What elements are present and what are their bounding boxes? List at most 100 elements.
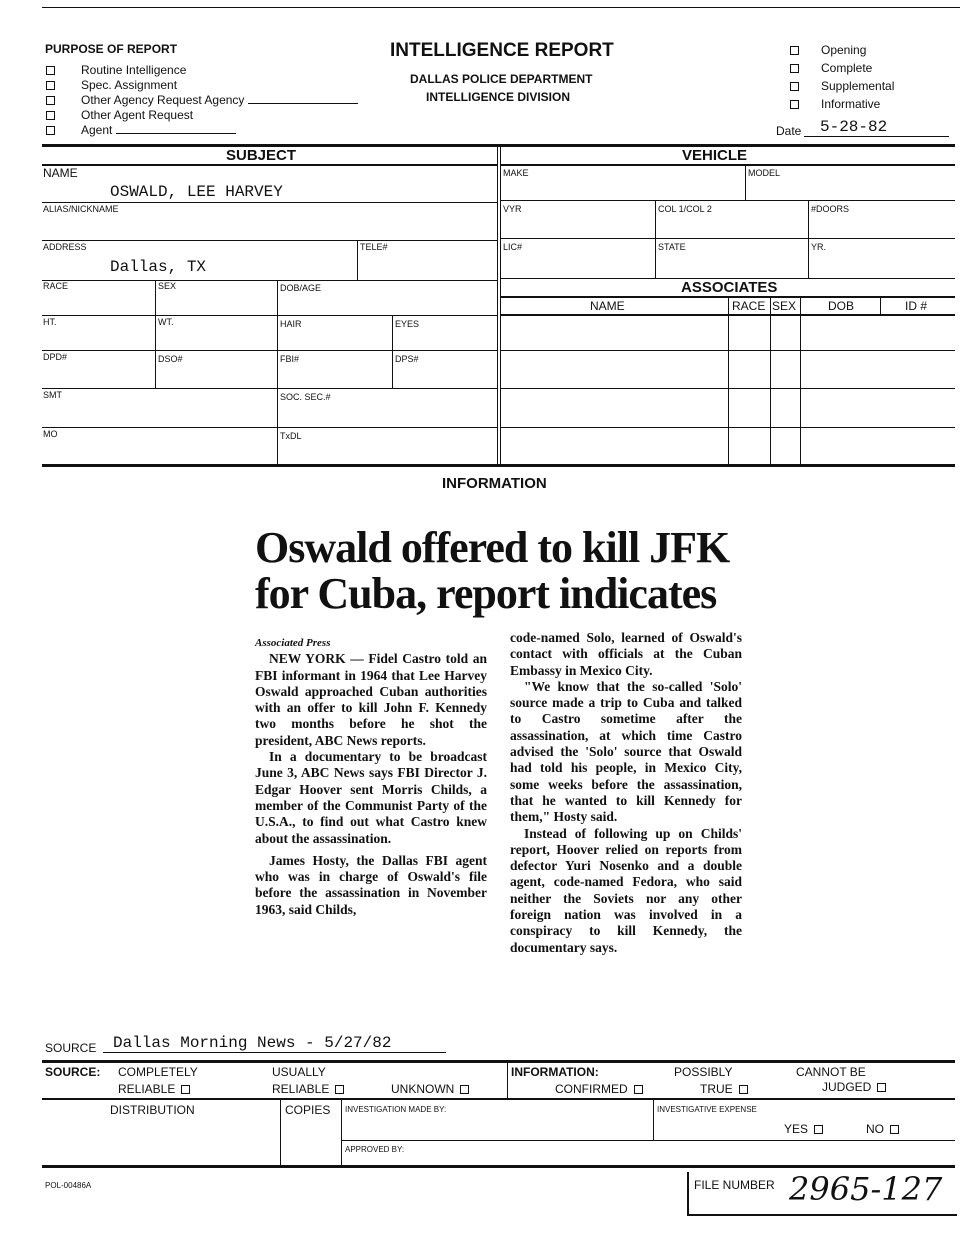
newspaper-clipping: Oswald offered to kill JFK for Cuba, rep… [255,525,745,970]
checkbox[interactable] [790,100,799,110]
article-column-1: Associated Press NEW YORK — Fidel Castro… [255,635,487,918]
checkbox[interactable] [890,1125,899,1135]
status-complete[interactable]: Complete [784,59,894,77]
checkbox[interactable] [46,81,55,91]
checkbox[interactable] [790,64,799,74]
vehicle-heading: VEHICLE [682,147,748,164]
lic-label: LIC# [503,242,523,252]
doors-label: #DOORS [811,204,850,214]
information-label: INFORMATION: [511,1065,599,1079]
assoc-col-race: RACE [732,299,766,313]
cannot-be-label: CANNOT BE [796,1065,866,1079]
model-label: MODEL [748,168,781,178]
source-label: SOURCE [45,1041,97,1055]
investigative-expense-label: INVESTIGATIVE EXPENSE [657,1105,757,1114]
associates-heading: ASSOCIATES [681,279,778,296]
mo-label: MO [43,429,58,439]
assoc-col-sex: SEX [772,299,797,313]
reliable-usually[interactable]: RELIABLE [272,1082,350,1096]
department: DALLAS POLICE DEPARTMENT [410,72,593,86]
judged-option[interactable]: JUDGED [822,1080,892,1094]
tele-label: TELE# [360,242,388,252]
checkbox[interactable] [877,1083,887,1093]
dps-label: DPS# [395,354,419,364]
article-headline: Oswald offered to kill JFK for Cuba, rep… [255,523,730,618]
paragraph: "We know that the so-called 'Solo' sourc… [510,678,742,825]
footer-source-label: SOURCE: [45,1065,101,1079]
division: INTELLIGENCE DIVISION [426,90,571,104]
paragraph: In a documentary to be broadcast June 3,… [255,749,487,846]
distribution-label: DISTRIBUTION [110,1103,195,1117]
status-opening[interactable]: Opening [784,41,894,59]
dso-label: DSO# [158,354,183,364]
file-number-box: FILE NUMBER 2965-127 [687,1170,957,1216]
purpose-title: PURPOSE OF REPORT [45,42,178,56]
reliable-completely[interactable]: RELIABLE [118,1082,196,1096]
purpose-agent[interactable]: Agent [40,123,358,138]
checkbox[interactable] [46,111,55,121]
file-number-label: FILE NUMBER [694,1178,775,1192]
soc-label: SOC. SEC.# [280,392,331,402]
ht-label: HT. [43,317,57,327]
assoc-col-dob: DOB [828,299,855,313]
fbi-label: FBI# [280,354,300,364]
source-field[interactable]: Dallas Morning News - 5/27/82 [103,1034,446,1053]
purpose-other-agency[interactable]: Other Agency Request Agency [40,93,359,108]
form-number: POL-00486A [45,1181,92,1190]
investigation-made-by-label: INVESTIGATION MADE BY: [345,1105,447,1114]
checkbox[interactable] [46,66,55,76]
paragraph: James Hosty, the Dallas FBI agent who wa… [255,852,487,917]
paragraph: Instead of following up on Childs' repor… [510,825,742,955]
status-options: Opening Complete Supplemental Informativ… [784,41,894,113]
paragraph: code-named Solo, learned of Oswald's con… [510,630,742,678]
usually-label: USUALLY [272,1065,326,1079]
confirmed-option[interactable]: CONFIRMED [555,1082,649,1096]
dob-label: DOB/AGE [280,283,322,293]
alias-label: ALIAS/NICKNAME [43,204,119,214]
expense-yes[interactable]: YES [784,1122,829,1136]
purpose-spec[interactable]: Spec. Assignment [40,78,358,93]
file-number-value[interactable]: 2965-127 [789,1170,943,1208]
txdl-label: TxDL [280,431,302,441]
date-label: Date [776,124,802,138]
purpose-routine[interactable]: Routine Intelligence [40,63,358,78]
make-label: MAKE [503,168,529,178]
true-option[interactable]: TRUE [700,1082,754,1096]
dpd-label: DPD# [43,352,68,362]
name-field[interactable]: OSWALD, LEE HARVEY [110,183,283,201]
checkbox[interactable] [790,82,799,92]
top-rule [42,7,960,8]
yr-label: YR. [811,242,827,252]
unknown-option[interactable]: UNKNOWN [391,1082,475,1096]
status-supplemental[interactable]: Supplemental [784,77,894,95]
address-field[interactable]: Dallas, TX [110,258,207,276]
expense-no[interactable]: NO [866,1122,905,1136]
sex-label: SEX [158,281,177,291]
completely-label: COMPLETELY [118,1065,198,1079]
checkbox[interactable] [790,46,799,56]
status-informative[interactable]: Informative [784,95,894,113]
checkbox[interactable] [46,96,55,106]
information-heading: INFORMATION [442,475,547,492]
checkbox[interactable] [46,126,55,136]
address-label: ADDRESS [43,242,87,252]
approved-by-label: APPROVED BY: [345,1145,405,1154]
hair-label: HAIR [280,319,302,329]
purpose-options: Routine Intelligence Spec. Assignment Ot… [40,63,359,138]
checkbox[interactable] [460,1085,470,1095]
article-column-2: code-named Solo, learned of Oswald's con… [510,630,742,956]
wt-label: WT. [158,317,174,327]
purpose-other-agent[interactable]: Other Agent Request [40,108,358,123]
checkbox[interactable] [335,1085,345,1095]
possibly-label: POSSIBLY [674,1065,733,1079]
checkbox[interactable] [633,1085,643,1095]
subject-heading: SUBJECT [226,147,297,164]
checkbox[interactable] [181,1085,191,1095]
date-field[interactable]: 5-28-82 [804,118,949,137]
paragraph: NEW YORK — Fidel Castro told an FBI info… [255,651,487,748]
smt-label: SMT [43,390,62,400]
checkbox[interactable] [814,1125,824,1135]
checkbox[interactable] [738,1085,748,1095]
state-label: STATE [658,242,686,252]
